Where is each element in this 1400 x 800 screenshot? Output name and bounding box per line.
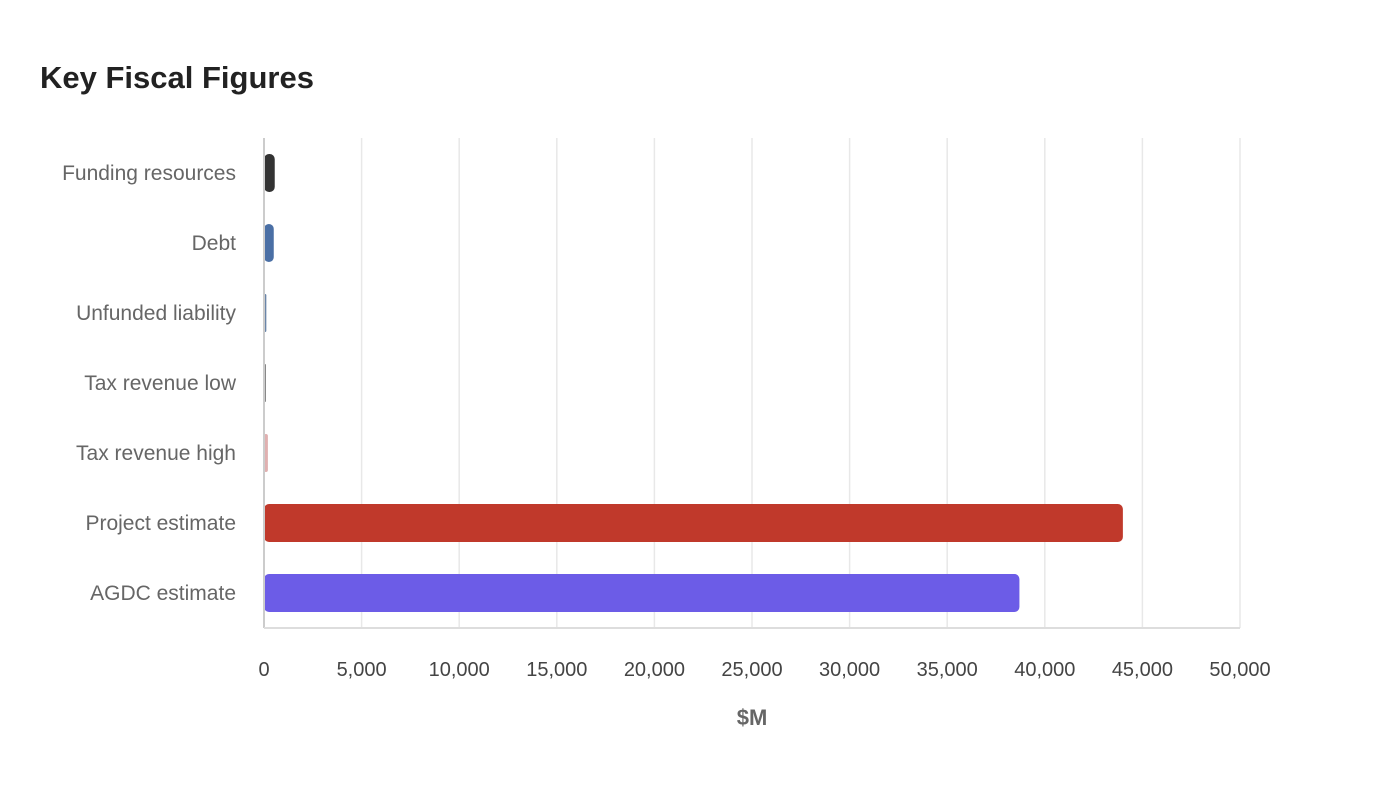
x-tick-label: 0	[258, 659, 269, 681]
grid-lines	[360, 138, 1241, 628]
x-tick-label: 5,000	[337, 659, 387, 681]
category-label: AGDC estimate	[90, 582, 236, 605]
category-label: Tax revenue low	[84, 372, 237, 395]
x-tick-label: 10,000	[429, 659, 490, 681]
bar	[264, 154, 275, 192]
x-tick-label: 40,000	[1014, 659, 1075, 681]
x-tick-label: 20,000	[624, 659, 685, 681]
x-tick-labels: 0 5,000 10,000 15,000 20,000 25,000 30,000 35,0…	[258, 659, 1270, 681]
x-tick-label: 30,000	[819, 659, 880, 681]
x-axis-title: $M	[737, 705, 768, 730]
category-label: Funding resources	[62, 162, 236, 185]
x-tick-label: 25,000	[721, 659, 782, 681]
chart-title: Key Fiscal Figures	[40, 60, 314, 95]
bar	[264, 574, 1020, 612]
category-label: Project estimate	[85, 512, 236, 535]
x-tick-label: 35,000	[917, 659, 978, 681]
category-label: Unfunded liability	[76, 302, 236, 325]
x-tick-label: 50,000	[1209, 659, 1270, 681]
x-tick-label: 45,000	[1112, 659, 1173, 681]
x-tick-label: 15,000	[526, 659, 587, 681]
category-labels: Funding resources Debt Unfunded liability T…	[62, 162, 237, 605]
category-label: Tax revenue high	[76, 442, 236, 465]
bars	[264, 154, 1123, 612]
bar	[264, 504, 1123, 542]
category-label: Debt	[192, 232, 237, 255]
bar	[264, 224, 274, 262]
